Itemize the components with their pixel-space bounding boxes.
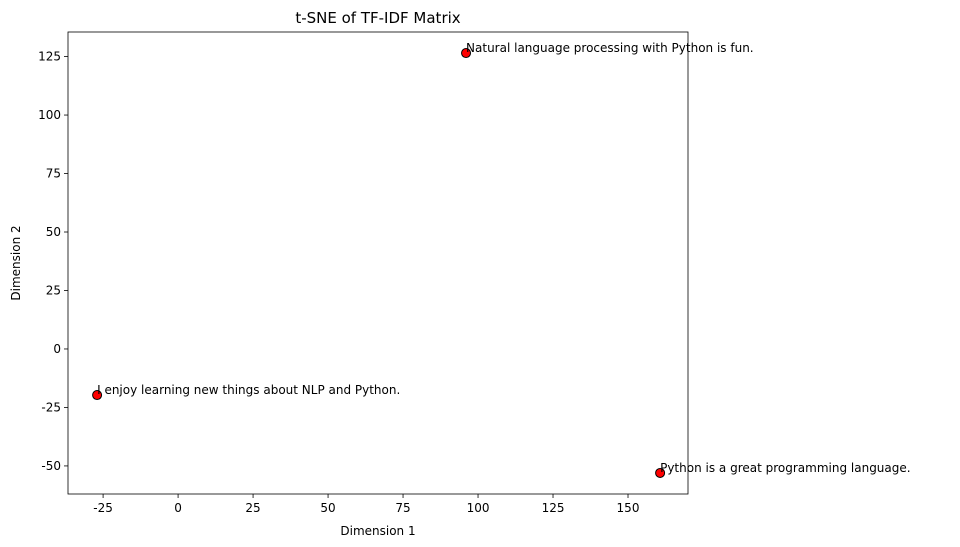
y-axis-label: Dimension 2 (9, 225, 23, 300)
annotation: Natural language processing with Python … (466, 41, 754, 55)
point (461, 48, 472, 59)
x-tick-label: 25 (245, 501, 260, 515)
y-tick-label: 75 (46, 167, 61, 181)
y-tick-label: 100 (38, 108, 61, 122)
x-axis-label: Dimension 1 (340, 524, 415, 538)
point (92, 390, 103, 401)
x-tick-label: 0 (174, 501, 182, 515)
y-tick-label: 0 (53, 342, 61, 356)
y-tick-label: 25 (46, 283, 61, 297)
x-tick-label: 100 (467, 501, 490, 515)
plot-frame (67, 31, 689, 495)
y-tick-label: 50 (46, 225, 61, 239)
x-tick-label: 50 (320, 501, 335, 515)
y-tick-label: -25 (41, 400, 61, 414)
x-tick-label: 125 (542, 501, 565, 515)
x-tick-label: -25 (93, 501, 113, 515)
annotation: Python is a great programming language. (660, 461, 911, 475)
x-tick-label: 75 (395, 501, 410, 515)
point (655, 467, 666, 478)
annotation: I enjoy learning new things about NLP an… (97, 383, 400, 397)
x-tick-label: 150 (617, 501, 640, 515)
y-tick-label: -50 (41, 459, 61, 473)
chart-title: t-SNE of TF-IDF Matrix (295, 9, 460, 27)
y-tick-label: 125 (38, 50, 61, 64)
